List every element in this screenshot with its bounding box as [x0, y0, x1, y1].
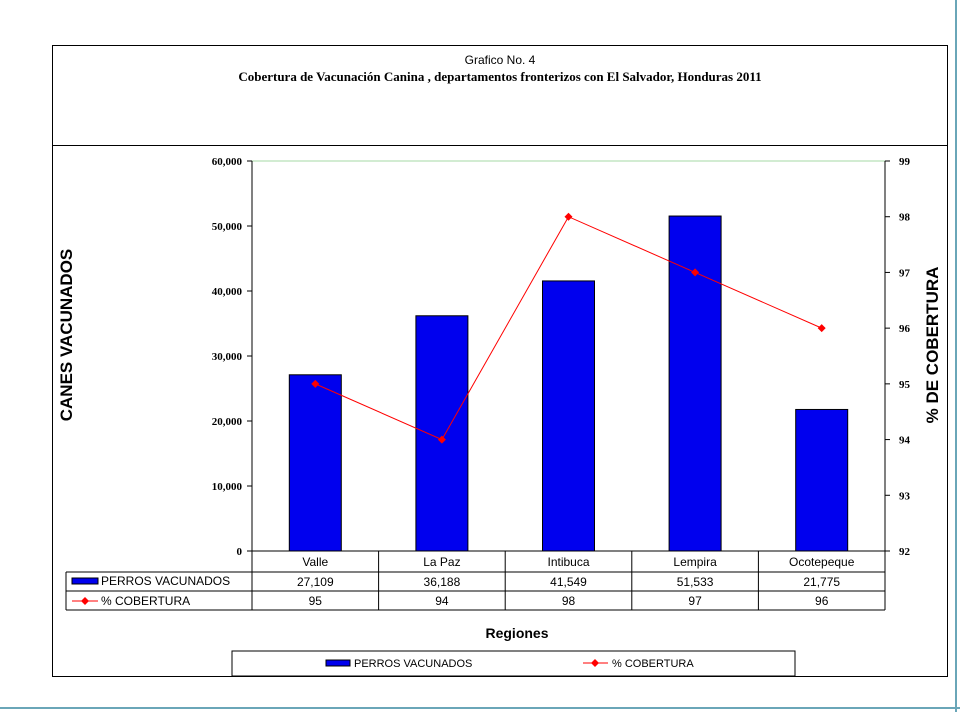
y-tick-label: 30,000	[212, 351, 243, 363]
y2-axis-label: % DE COBERTURA	[923, 267, 942, 424]
chart-title: Grafico No. 4	[464, 53, 536, 67]
legend-line-marker	[591, 659, 599, 667]
x-tick-label: Intibuca	[547, 555, 589, 569]
y-tick-label: 60,000	[212, 156, 243, 168]
y2-tick-label: 97	[899, 267, 911, 279]
line-data-label: 96	[815, 594, 829, 608]
x-axis-label: Regiones	[485, 625, 548, 641]
y-tick-label: 10,000	[212, 481, 243, 493]
bar	[795, 408, 849, 552]
y2-tick-label: 93	[899, 490, 911, 502]
x-tick-label: Valle	[302, 555, 328, 569]
bar-data-label: 27,109	[297, 575, 334, 589]
bar	[288, 374, 342, 552]
title-box: Grafico No. 4 Cobertura de Vacunación Ca…	[52, 45, 948, 146]
legend-box	[231, 650, 796, 677]
y-axis-label: CANES VACUNADOS	[57, 249, 76, 422]
y-tick-label: 20,000	[212, 416, 243, 428]
y2-tick-label: 98	[899, 212, 911, 224]
table-key-line-name: % COBERTURA	[101, 594, 190, 608]
line-data-label: 97	[688, 594, 702, 608]
line-point	[817, 324, 826, 333]
legend-bar-swatch	[325, 659, 351, 667]
line-data-label: 98	[562, 594, 576, 608]
y-tick-label: 50,000	[212, 221, 243, 233]
y2-tick-label: 95	[899, 379, 911, 391]
bar	[668, 215, 722, 552]
bar-data-label: 51,533	[677, 575, 714, 589]
bar-data-label: 36,188	[424, 575, 461, 589]
line-data-label: 94	[435, 594, 449, 608]
bar	[415, 315, 469, 552]
bottom-border-rule	[0, 707, 960, 709]
y-tick-label: 0	[237, 546, 243, 558]
line-point	[564, 212, 573, 221]
y2-tick-label: 92	[899, 546, 911, 558]
bar-data-label: 41,549	[550, 575, 587, 589]
x-tick-label: Ocotepeque	[789, 555, 855, 569]
legend-line-label: % COBERTURA	[612, 658, 694, 670]
y2-tick-label: 94	[899, 435, 911, 447]
y2-tick-label: 99	[899, 156, 911, 168]
x-tick-label: Lempira	[673, 555, 717, 569]
y-tick-label: 40,000	[212, 286, 243, 298]
chart-subtitle: Cobertura de Vacunación Canina , departa…	[238, 69, 762, 84]
table-key-bar-name: PERROS VACUNADOS	[101, 574, 230, 588]
y2-tick-label: 96	[899, 323, 911, 335]
line-point	[311, 379, 320, 388]
line-data-label: 95	[309, 594, 323, 608]
table-key-bar-swatch	[71, 577, 99, 585]
bar	[542, 280, 595, 552]
right-border-rule	[955, 0, 957, 712]
bar-data-label: 21,775	[803, 575, 840, 589]
line-point	[691, 268, 700, 277]
x-tick-label: La Paz	[423, 555, 460, 569]
table-key-line-marker	[81, 597, 89, 605]
legend-bar-label: PERROS VACUNADOS	[354, 658, 472, 670]
line-point	[437, 435, 446, 444]
